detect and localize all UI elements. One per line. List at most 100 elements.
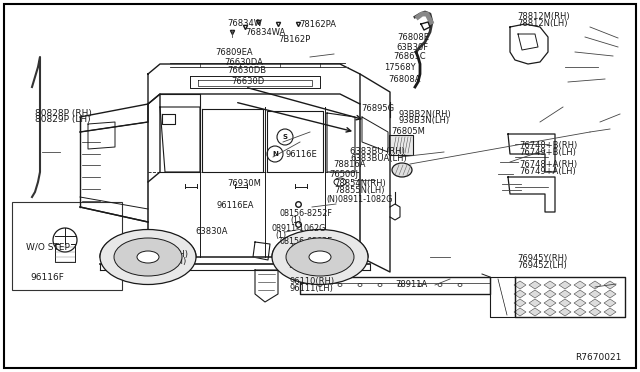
Polygon shape xyxy=(514,308,526,316)
Circle shape xyxy=(277,129,293,145)
Ellipse shape xyxy=(318,283,322,286)
Text: 76834WA: 76834WA xyxy=(245,28,285,37)
Ellipse shape xyxy=(458,283,462,286)
Circle shape xyxy=(267,146,283,162)
Polygon shape xyxy=(604,290,616,298)
Polygon shape xyxy=(544,281,556,289)
Polygon shape xyxy=(529,308,541,316)
Text: 96110(RH): 96110(RH) xyxy=(289,277,335,286)
Polygon shape xyxy=(574,281,586,289)
Text: 76895G: 76895G xyxy=(362,104,395,113)
Text: 17568Y: 17568Y xyxy=(384,63,415,72)
Text: 80829P (LH): 80829P (LH) xyxy=(35,115,91,124)
Text: 80828P (RH): 80828P (RH) xyxy=(35,109,92,118)
Text: W/O STEP: W/O STEP xyxy=(26,243,70,252)
Text: 78911A: 78911A xyxy=(396,280,428,289)
Text: 76945Y(RH): 76945Y(RH) xyxy=(517,254,568,263)
Text: 63831(LH): 63831(LH) xyxy=(142,257,186,266)
Text: (1): (1) xyxy=(290,216,301,225)
Text: 76808A: 76808A xyxy=(388,76,421,84)
Text: 76808E: 76808E xyxy=(397,33,429,42)
FancyBboxPatch shape xyxy=(389,135,413,155)
Ellipse shape xyxy=(286,238,354,276)
Polygon shape xyxy=(529,290,541,298)
Text: R7670021: R7670021 xyxy=(575,353,621,362)
Text: 96116E: 96116E xyxy=(285,150,317,159)
Text: (I): (I) xyxy=(290,243,298,252)
Text: 96111(LH): 96111(LH) xyxy=(289,284,333,293)
Ellipse shape xyxy=(358,283,362,286)
Polygon shape xyxy=(514,290,526,298)
Polygon shape xyxy=(574,308,586,316)
Text: 76500J: 76500J xyxy=(330,170,358,179)
Circle shape xyxy=(53,228,77,252)
Ellipse shape xyxy=(272,230,368,285)
Text: 76630DA: 76630DA xyxy=(224,58,263,67)
Text: (1): (1) xyxy=(275,231,286,240)
Polygon shape xyxy=(574,290,586,298)
Text: 78855N(LH): 78855N(LH) xyxy=(335,186,385,195)
Text: 63B30F: 63B30F xyxy=(397,43,429,52)
Polygon shape xyxy=(514,281,526,289)
Text: 76748+A(RH): 76748+A(RH) xyxy=(520,160,578,169)
Ellipse shape xyxy=(378,283,382,286)
Text: 78854N(RH): 78854N(RH) xyxy=(335,179,387,188)
Polygon shape xyxy=(529,299,541,307)
Text: 93BB2N(RH): 93BB2N(RH) xyxy=(398,110,451,119)
Text: 76749+B(LH): 76749+B(LH) xyxy=(520,148,577,157)
Text: 78812N(LH): 78812N(LH) xyxy=(517,19,568,28)
Polygon shape xyxy=(529,281,541,289)
Text: 78812M(RH): 78812M(RH) xyxy=(517,12,570,21)
Polygon shape xyxy=(604,299,616,307)
Ellipse shape xyxy=(114,238,182,276)
Text: S: S xyxy=(282,134,287,140)
Ellipse shape xyxy=(438,283,442,286)
Ellipse shape xyxy=(309,251,331,263)
Polygon shape xyxy=(544,308,556,316)
Text: 7B162P: 7B162P xyxy=(278,35,310,44)
Text: 6383BUA(LH): 6383BUA(LH) xyxy=(350,154,407,163)
Text: 76749+A(LH): 76749+A(LH) xyxy=(520,167,577,176)
Text: 78816A: 78816A xyxy=(333,160,365,169)
Text: 08156-8252F: 08156-8252F xyxy=(280,209,333,218)
Text: N: N xyxy=(272,151,278,157)
Text: 96124P (RH): 96124P (RH) xyxy=(289,254,342,263)
Polygon shape xyxy=(559,308,571,316)
Text: 96125P (LH): 96125P (LH) xyxy=(289,261,341,270)
Polygon shape xyxy=(514,299,526,307)
Polygon shape xyxy=(559,290,571,298)
Bar xyxy=(12,202,122,290)
Text: 938B3N(LH): 938B3N(LH) xyxy=(398,116,449,125)
Ellipse shape xyxy=(100,230,196,285)
Text: 76809EA: 76809EA xyxy=(215,48,253,57)
Text: 76630DB: 76630DB xyxy=(227,66,266,75)
Text: 78162PA: 78162PA xyxy=(300,20,337,29)
Polygon shape xyxy=(559,299,571,307)
Text: 76834W: 76834W xyxy=(227,19,262,28)
Text: 96116EA: 96116EA xyxy=(216,201,254,210)
Text: 08156-6202E: 08156-6202E xyxy=(280,237,333,246)
Ellipse shape xyxy=(392,163,412,177)
Polygon shape xyxy=(589,290,601,298)
Polygon shape xyxy=(604,281,616,289)
Text: 76930M: 76930M xyxy=(227,179,261,187)
Text: 96116F: 96116F xyxy=(31,273,65,282)
Ellipse shape xyxy=(398,283,402,286)
Ellipse shape xyxy=(334,178,346,186)
Text: 76630D: 76630D xyxy=(232,77,265,86)
Text: 08911-1062G: 08911-1062G xyxy=(272,224,326,233)
Text: 63B30(RH): 63B30(RH) xyxy=(142,250,188,259)
Text: 76945Z(LH): 76945Z(LH) xyxy=(517,261,567,270)
Text: 63830A: 63830A xyxy=(195,227,228,236)
Ellipse shape xyxy=(338,283,342,286)
Polygon shape xyxy=(589,308,601,316)
Text: 76748+B(RH): 76748+B(RH) xyxy=(520,141,578,150)
Text: (N)08911-1082G: (N)08911-1082G xyxy=(326,195,393,203)
Text: 6383BU (RH): 6383BU (RH) xyxy=(350,147,405,156)
Text: 76805M: 76805M xyxy=(392,127,426,136)
Polygon shape xyxy=(559,281,571,289)
Polygon shape xyxy=(544,299,556,307)
Polygon shape xyxy=(604,308,616,316)
Ellipse shape xyxy=(418,283,422,286)
Polygon shape xyxy=(589,299,601,307)
